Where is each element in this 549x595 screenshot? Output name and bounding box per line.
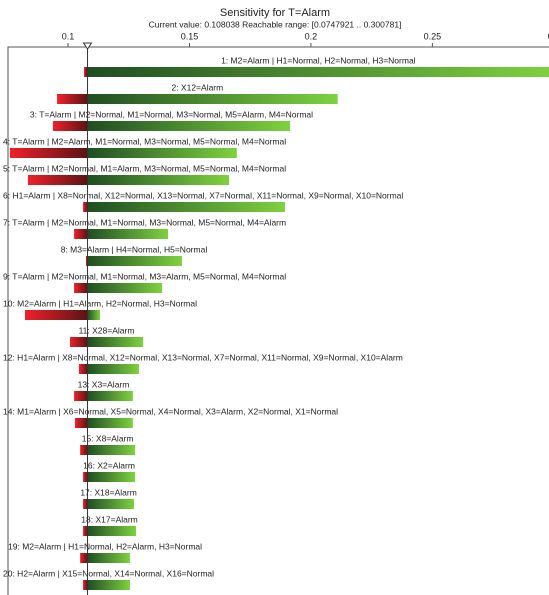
row-label: 1: M2=Alarm | H1=Normal, H2=Normal, H3=N… <box>221 55 416 65</box>
row-label: 9: T=Alarm | M2=Normal, M1=Normal, M3=Al… <box>3 271 286 281</box>
low-bar <box>84 67 88 77</box>
low-bar <box>80 553 88 563</box>
row-label: 4: T=Alarm | M2=Alarm, M1=Normal, M3=Nor… <box>3 136 286 146</box>
x-tick-label: 0.15 <box>181 31 199 41</box>
x-tick-label: 0.25 <box>424 31 442 41</box>
high-bar <box>87 148 237 158</box>
current-marker <box>82 42 93 50</box>
row-label: 18: X17=Alarm <box>81 514 137 524</box>
high-bar <box>87 418 133 428</box>
row-label: 19: M2=Alarm | H1=Normal, H2=Alarm, H3=N… <box>8 541 202 551</box>
high-bar <box>87 445 136 455</box>
low-bar <box>83 499 88 509</box>
high-bar <box>87 256 182 266</box>
low-bar <box>74 391 88 401</box>
x-tick-label: 0.3 <box>548 31 549 41</box>
row-label: 17: X18=Alarm <box>80 487 136 497</box>
low-bar <box>78 364 88 374</box>
low-bar <box>83 580 88 590</box>
high-bar <box>87 67 549 77</box>
high-bar <box>87 499 135 509</box>
low-bar <box>9 148 88 158</box>
low-bar <box>25 310 88 320</box>
high-bar <box>87 121 291 131</box>
high-bar <box>87 580 130 590</box>
high-bar <box>87 553 130 563</box>
low-bar <box>74 283 88 293</box>
low-bar <box>83 526 88 536</box>
high-bar <box>87 526 137 536</box>
row-label: 12: H1=Alarm | X8=Normal, X12=Normal, X1… <box>3 352 403 362</box>
row-label: 10: M2=Alarm | H1=Alarm, H2=Normal, H3=N… <box>3 298 197 308</box>
low-bar <box>74 229 88 239</box>
row-label: 6: H1=Alarm | X8=Normal, X12=Normal, X13… <box>3 190 403 200</box>
low-bar <box>75 418 88 428</box>
row-label: 3: T=Alarm | M2=Normal, M1=Normal, M3=No… <box>30 109 313 119</box>
x-tick-label: 0.2 <box>305 31 318 41</box>
chart-subtitle: Current value: 0.108038 Reachable range:… <box>149 19 402 29</box>
high-bar <box>87 472 136 482</box>
low-bar <box>69 337 88 347</box>
x-tick-label: 0.1 <box>62 31 75 41</box>
low-bar <box>83 202 88 212</box>
row-label: 16: X2=Alarm <box>83 460 135 470</box>
plot-frame <box>7 46 549 595</box>
low-bar <box>57 94 88 104</box>
high-bar <box>87 94 338 104</box>
row-label: 13: X3=Alarm <box>78 379 130 389</box>
chart-title: Sensitivity for T=Alarm <box>220 7 330 19</box>
high-bar <box>87 229 169 239</box>
row-label: 8: M3=Alarm | H4=Normal, H5=Normal <box>61 244 208 254</box>
high-bar <box>87 364 139 374</box>
high-bar <box>87 337 144 347</box>
row-label: 20: H2=Alarm | X15=Normal, X14=Normal, X… <box>3 568 214 578</box>
row-label: 14: M1=Alarm | X6=Normal, X5=Normal, X4=… <box>3 406 338 416</box>
row-label: 5: T=Alarm | M2=Normal, M1=Alarm, M3=Nor… <box>3 163 286 173</box>
high-bar <box>87 391 133 401</box>
low-bar <box>85 256 88 266</box>
high-bar <box>87 310 101 320</box>
row-label: 2: X12=Alarm <box>171 82 223 92</box>
row-label: 15: X8=Alarm <box>82 433 134 443</box>
low-bar <box>52 121 88 131</box>
row-label: 11: X28=Alarm <box>79 325 135 335</box>
low-bar <box>27 175 88 185</box>
high-bar <box>87 175 230 185</box>
low-bar <box>80 445 88 455</box>
high-bar <box>87 202 285 212</box>
row-label: 7: T=Alarm | M2=Normal, M1=Normal, M3=No… <box>3 217 286 227</box>
low-bar <box>83 472 88 482</box>
high-bar <box>87 283 163 293</box>
